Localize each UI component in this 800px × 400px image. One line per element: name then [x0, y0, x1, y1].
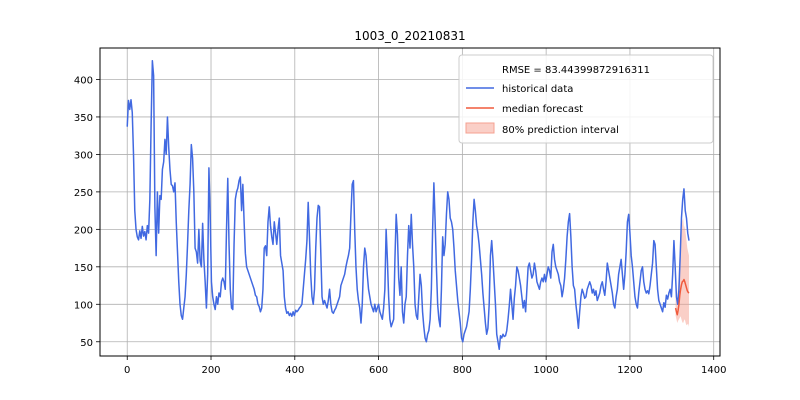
legend: RMSE = 83.44399872916311 historical data…: [458, 54, 714, 144]
x-tick-label: 600: [369, 365, 388, 376]
historical-data-line: [126, 59, 690, 351]
legend-interval-swatch: [465, 122, 495, 134]
x-tick-label: 0: [124, 365, 130, 376]
median-forecast-line: [674, 278, 690, 316]
x-tick-label: 1400: [701, 365, 726, 376]
y-tick-label: 50: [80, 338, 93, 349]
plot-area: [126, 59, 690, 351]
x-tick-label: 400: [285, 365, 304, 376]
axes-frame: [99, 47, 721, 357]
y-tick-label: 400: [74, 75, 93, 86]
legend-historical-label: historical data: [502, 84, 573, 95]
x-tick-label: 1000: [533, 365, 558, 376]
y-tick-label: 300: [74, 150, 93, 161]
x-tick-label: 1200: [617, 365, 642, 376]
rmse-label: RMSE = 83.44399872916311: [502, 65, 650, 76]
legend-interval-label: 80% prediction interval: [502, 125, 619, 136]
y-tick-label: 100: [74, 300, 93, 311]
legend-forecast-label: median forecast: [502, 104, 583, 115]
y-tick-label: 250: [74, 188, 93, 199]
x-tick-label: 200: [201, 365, 220, 376]
y-axis: 50 100 150 200 250 300 350 400: [74, 75, 100, 349]
y-tick-label: 350: [74, 113, 93, 124]
legend-box: [458, 54, 714, 144]
x-tick-label: 800: [453, 365, 472, 376]
x-axis: 0 200 400 600 800 1000 1200 1400: [124, 356, 726, 376]
y-tick-label: 200: [74, 225, 93, 236]
chart-title: 1003_0_20210831: [354, 29, 465, 43]
y-tick-label: 150: [74, 263, 93, 274]
